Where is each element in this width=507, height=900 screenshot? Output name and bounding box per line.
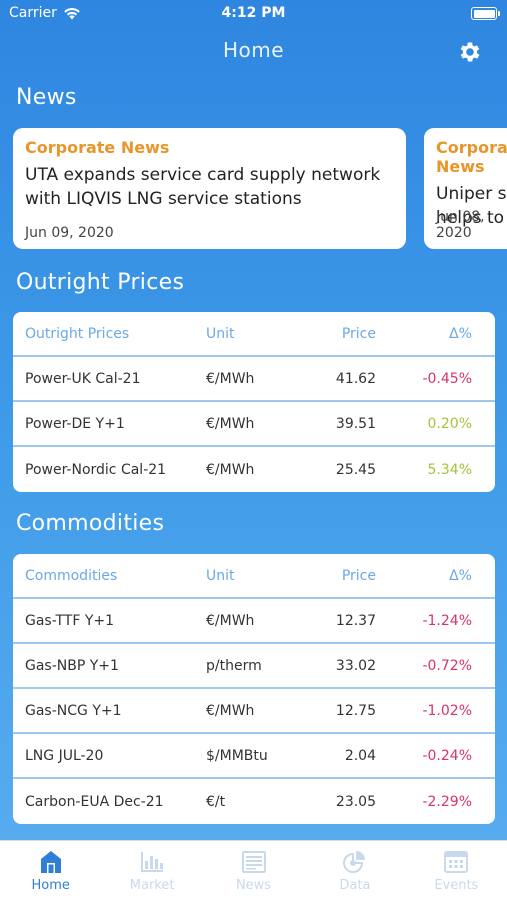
row-price: 41.62 (335, 370, 376, 387)
table-header: Outright Prices Unit Price Δ% (13, 312, 495, 357)
row-price: 25.45 (335, 461, 376, 478)
row-price: 33.02 (335, 657, 376, 674)
row-name: Gas-NCG Y+1 (25, 702, 122, 719)
newspaper-icon (241, 851, 266, 873)
row-price: 23.05 (335, 793, 376, 810)
row-unit: p/therm (206, 657, 262, 674)
news-date: Jun 08, 2020 (436, 209, 485, 241)
tab-label: Data (339, 878, 371, 893)
header-price: Price (341, 567, 376, 584)
row-name: Gas-NBP Y+1 (25, 657, 119, 674)
row-name: Power-UK Cal-21 (25, 370, 141, 387)
table-row[interactable]: Gas-TTF Y+1 €/MWh 12.37 -1.24% (13, 599, 495, 644)
outright-prices-table: Outright Prices Unit Price Δ% Power-UK C… (13, 312, 495, 492)
tab-news[interactable]: News (203, 841, 304, 900)
table-row[interactable]: Carbon-EUA Dec-21 €/t 23.05 -2.29% (13, 779, 495, 824)
home-icon (40, 851, 61, 873)
header-unit: Unit (206, 567, 235, 584)
tab-bar: Home Market News Data (0, 840, 507, 900)
table-row[interactable]: LNG JUL-20 $/MMBtu 2.04 -0.24% (13, 734, 495, 779)
row-delta: -0.24% (422, 747, 472, 764)
table-row[interactable]: Gas-NCG Y+1 €/MWh 12.75 -1.02% (13, 689, 495, 734)
news-headline-line2: helps to (436, 208, 505, 228)
news-category: Corporate News (25, 138, 170, 157)
tab-data[interactable]: Data (304, 841, 405, 900)
row-unit: €/MWh (206, 370, 255, 387)
row-unit: €/MWh (206, 461, 255, 478)
row-delta: -0.72% (422, 657, 472, 674)
tab-home[interactable]: Home (0, 841, 101, 900)
header-delta: Δ% (449, 325, 472, 342)
battery-icon (471, 7, 500, 20)
row-name: Power-Nordic Cal-21 (25, 461, 167, 478)
table-row[interactable]: Power-Nordic Cal-21 €/MWh 25.45 5.34% (13, 447, 495, 492)
row-unit: €/MWh (206, 612, 255, 629)
calendar-icon (444, 851, 469, 873)
bar-chart-icon (141, 852, 164, 872)
tab-label: Home (31, 878, 70, 893)
news-headline-line1: UTA expands service card supply network (25, 165, 381, 185)
news-section-title: News (16, 85, 77, 110)
header-price: Price (341, 325, 376, 342)
gear-icon[interactable] (457, 39, 483, 65)
news-card[interactable]: Corporate News UTA expands service card … (13, 128, 406, 249)
row-name: Carbon-EUA Dec-21 (25, 793, 164, 810)
row-unit: $/MMBtu (206, 747, 268, 764)
row-unit: €/MWh (206, 702, 255, 719)
row-delta: -1.02% (422, 702, 472, 719)
table-row[interactable]: Power-DE Y+1 €/MWh 39.51 0.20% (13, 402, 495, 447)
tab-label: Events (434, 878, 479, 893)
header-delta: Δ% (449, 567, 472, 584)
status-time: 4:12 PM (221, 5, 286, 21)
row-price: 12.37 (335, 612, 376, 629)
row-delta: -1.24% (422, 612, 472, 629)
row-unit: €/t (206, 793, 226, 810)
news-headline-line1: Uniper supports (436, 184, 507, 204)
carrier-label: Carrier (9, 5, 57, 21)
row-price: 12.75 (335, 702, 376, 719)
tab-market[interactable]: Market (101, 841, 202, 900)
pie-chart-icon (342, 851, 365, 873)
table-row[interactable]: Gas-NBP Y+1 p/therm 33.02 -0.72% (13, 644, 495, 689)
row-delta: 0.20% (427, 415, 472, 432)
tab-label: Market (129, 878, 175, 893)
news-date: Jun 09, 2020 (25, 225, 114, 241)
page-title: Home (222, 38, 285, 62)
tab-label: News (235, 878, 272, 893)
row-unit: €/MWh (206, 415, 255, 432)
header-name: Commodities (25, 567, 118, 584)
row-price: 39.51 (335, 415, 376, 432)
header-name: Outright Prices (25, 325, 130, 342)
header-unit: Unit (206, 325, 235, 342)
row-delta: -2.29% (422, 793, 472, 810)
news-headline-line2: with LIQVIS LNG service stations (25, 189, 302, 209)
status-left: Carrier (9, 5, 81, 21)
row-price: 2.04 (344, 747, 376, 764)
row-delta: -0.45% (422, 370, 472, 387)
row-delta: 5.34% (427, 461, 472, 478)
row-name: Gas-TTF Y+1 (25, 612, 115, 629)
news-card[interactable]: Corporate News Uniper supports helps to … (424, 128, 507, 249)
news-category: Corporate News (436, 138, 507, 176)
row-name: Power-DE Y+1 (25, 415, 125, 432)
tab-events[interactable]: Events (406, 841, 507, 900)
status-bar: Carrier 4:12 PM (0, 0, 507, 28)
commodities-section-title: Commodities (16, 511, 165, 536)
table-row[interactable]: Power-UK Cal-21 €/MWh 41.62 -0.45% (13, 357, 495, 402)
table-header: Commodities Unit Price Δ% (13, 554, 495, 599)
commodities-table: Commodities Unit Price Δ% Gas-TTF Y+1 €/… (13, 554, 495, 824)
wifi-icon (64, 7, 80, 19)
outright-section-title: Outright Prices (16, 270, 185, 295)
row-name: LNG JUL-20 (25, 747, 104, 764)
